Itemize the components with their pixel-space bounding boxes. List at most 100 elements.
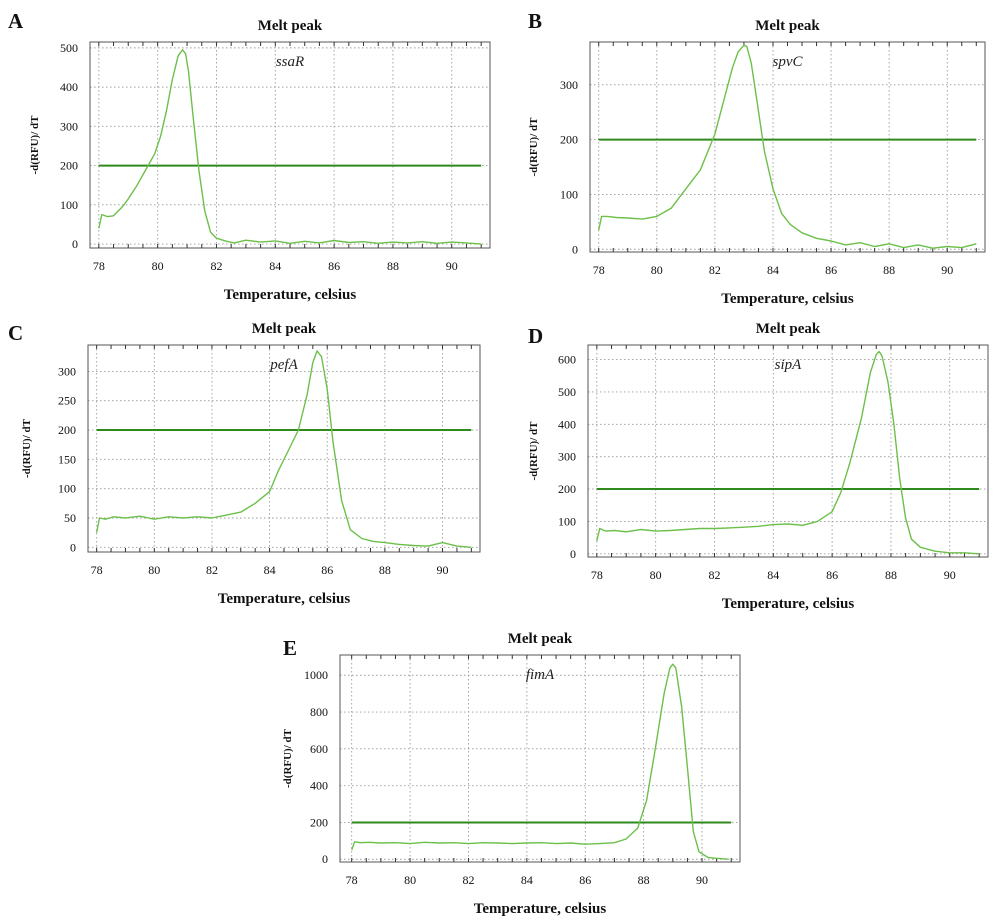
x-tick-label: 80 (651, 263, 663, 277)
y-axis-label: -d(RFU)/ dT (21, 418, 33, 478)
y-tick-label: 0 (70, 540, 76, 554)
plot-frame (587, 344, 989, 558)
y-tick-label: 400 (310, 779, 328, 793)
x-tick-label: 78 (591, 568, 603, 582)
gene-label: fimA (526, 667, 555, 683)
x-tick-label: 80 (404, 873, 416, 887)
melt-chart-d: D Melt peak 78 80 82 84 86 88 90 0 100 200 300 400 500… (528, 321, 989, 612)
y-tick-label: 400 (60, 80, 78, 94)
gene-label: sipA (775, 357, 803, 373)
melt-chart-c: C Melt peak 78 80 82 84 86 88 90 0 50 100 150 200 250 3… (8, 321, 481, 607)
x-tick-label: 82 (210, 259, 222, 273)
y-tick-label: 100 (60, 198, 78, 212)
x-tick-label: 84 (521, 873, 533, 887)
y-tick-label: 50 (64, 511, 76, 525)
y-axis-label: -d(RFU)/ dT (282, 728, 294, 788)
melt-curve (95, 350, 472, 548)
x-tick-label: 86 (825, 263, 837, 277)
x-tick-label: 84 (767, 263, 779, 277)
x-tick-label: 86 (579, 873, 591, 887)
x-tick-label: 82 (462, 873, 474, 887)
melt-curve (598, 44, 977, 249)
y-tick-label: 100 (558, 514, 576, 528)
panel-letter: E (283, 636, 297, 660)
y-tick-label: 0 (570, 547, 576, 561)
y-tick-label: 200 (558, 482, 576, 496)
x-tick-label: 86 (321, 563, 333, 577)
melt-curve (596, 350, 980, 555)
chart-title: Melt peak (252, 321, 317, 337)
chart-title: Melt peak (755, 18, 820, 34)
x-tick-label: 78 (593, 263, 605, 277)
y-tick-label: 0 (72, 237, 78, 251)
x-tick-label: 88 (883, 263, 895, 277)
gene-label: ssaR (276, 54, 304, 70)
x-tick-label: 90 (446, 259, 458, 273)
x-tick-label: 86 (328, 259, 340, 273)
y-tick-label: 100 (560, 187, 578, 201)
y-tick-label: 100 (58, 482, 76, 496)
x-tick-label: 78 (346, 873, 358, 887)
plot-frame (87, 344, 481, 553)
melt-chart-e: E Melt peak 78 80 82 84 86 88 90 0 200 400 600 800 100… (282, 631, 741, 917)
y-tick-label: 200 (60, 159, 78, 173)
melt-chart-a: A Melt peak 78 80 82 84 86 88 90 0 100 200 300 400 500… (8, 9, 491, 303)
panel-letter: C (8, 321, 23, 345)
panel-letter: A (8, 9, 24, 33)
x-axis-label: Temperature, celsius (218, 591, 351, 607)
chart-title: Melt peak (508, 631, 573, 647)
x-tick-label: 90 (437, 563, 449, 577)
melt-chart-b: B Melt peak 78 80 82 84 86 88 90 0 100 200 300 Temper… (528, 9, 986, 307)
x-tick-label: 90 (944, 568, 956, 582)
y-axis-label: -d(RFU)/ dT (29, 115, 41, 175)
x-tick-label: 88 (379, 563, 391, 577)
x-tick-label: 82 (206, 563, 218, 577)
x-tick-label: 84 (767, 568, 779, 582)
x-tick-label: 86 (826, 568, 838, 582)
x-tick-label: 80 (152, 259, 164, 273)
melt-curve (351, 663, 729, 860)
x-tick-label: 88 (885, 568, 897, 582)
y-tick-label: 500 (60, 41, 78, 55)
x-tick-label: 78 (93, 259, 105, 273)
y-tick-label: 200 (310, 815, 328, 829)
x-tick-label: 90 (696, 873, 708, 887)
y-tick-label: 1000 (304, 668, 328, 682)
panel-letter: D (528, 324, 543, 348)
y-tick-label: 600 (310, 742, 328, 756)
x-tick-label: 88 (387, 259, 399, 273)
y-tick-label: 500 (558, 385, 576, 399)
gene-label: spvC (773, 54, 804, 70)
y-tick-label: 300 (60, 119, 78, 133)
y-tick-label: 0 (572, 242, 578, 256)
y-tick-label: 800 (310, 705, 328, 719)
x-tick-label: 80 (148, 563, 160, 577)
y-tick-label: 200 (58, 423, 76, 437)
chart-title: Melt peak (258, 18, 323, 34)
x-tick-label: 88 (638, 873, 650, 887)
x-tick-label: 82 (708, 568, 720, 582)
plot-frame (339, 654, 741, 863)
y-tick-label: 300 (558, 450, 576, 464)
x-tick-label: 84 (269, 259, 281, 273)
panel-letter: B (528, 9, 542, 33)
x-tick-label: 84 (264, 563, 276, 577)
x-tick-label: 78 (91, 563, 103, 577)
x-axis-label: Temperature, celsius (474, 901, 607, 917)
x-axis-label: Temperature, celsius (722, 596, 855, 612)
y-tick-label: 400 (558, 417, 576, 431)
y-tick-label: 200 (560, 133, 578, 147)
y-tick-label: 600 (558, 353, 576, 367)
x-tick-label: 80 (650, 568, 662, 582)
x-tick-label: 90 (941, 263, 953, 277)
melt-curve (98, 49, 482, 245)
y-axis-label: -d(RFU)/ dT (528, 421, 540, 481)
y-tick-label: 0 (322, 852, 328, 866)
x-axis-label: Temperature, celsius (721, 291, 854, 307)
plot-frame (89, 41, 491, 249)
y-tick-label: 300 (58, 364, 76, 378)
gene-label: pefA (269, 357, 298, 373)
y-tick-label: 150 (58, 452, 76, 466)
y-tick-label: 250 (58, 394, 76, 408)
